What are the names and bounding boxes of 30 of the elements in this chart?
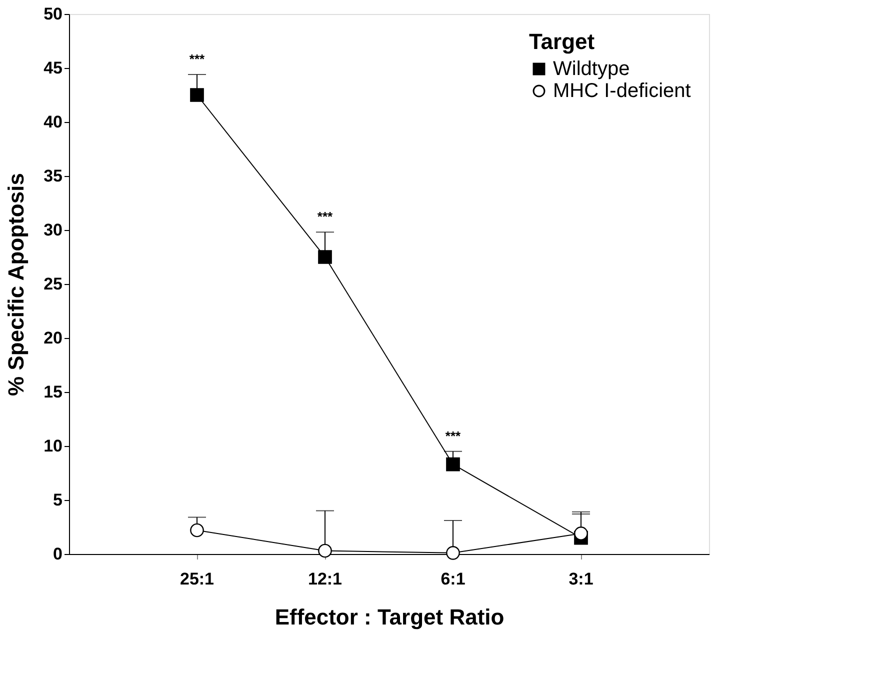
y-tick-label: 0 bbox=[53, 544, 62, 564]
x-axis-title: Effector : Target Ratio bbox=[274, 604, 504, 630]
legend-title: Target bbox=[529, 29, 596, 54]
y-axis-title: % Specific Apoptosis bbox=[4, 173, 29, 396]
y-tick-label: 25 bbox=[44, 274, 62, 294]
point bbox=[446, 546, 460, 560]
x-tick-label: 25:1 bbox=[180, 570, 214, 588]
annotation: *** bbox=[317, 209, 334, 224]
point bbox=[446, 457, 460, 472]
point bbox=[190, 523, 204, 538]
point bbox=[190, 88, 204, 102]
annotation: *** bbox=[445, 428, 462, 444]
x-tick-label: 12:1 bbox=[308, 570, 342, 588]
y-tick-label: 45 bbox=[44, 58, 62, 78]
y-tick-label: 40 bbox=[44, 112, 62, 132]
legend-label: Wildtype bbox=[553, 58, 630, 80]
point bbox=[318, 544, 332, 558]
point bbox=[574, 526, 588, 540]
legend-label: MHC I-deficient bbox=[553, 80, 692, 102]
y-tick-label: 35 bbox=[44, 166, 62, 186]
y-tick-label: 10 bbox=[44, 436, 62, 456]
point bbox=[318, 250, 332, 264]
annotation: *** bbox=[189, 51, 206, 66]
y-tick-label: 30 bbox=[44, 220, 62, 240]
x-tick-label: 3:1 bbox=[568, 570, 594, 588]
x-tick-label: 6:1 bbox=[440, 570, 466, 588]
y-tick-label: 15 bbox=[44, 382, 62, 402]
y-tick-label: 20 bbox=[44, 328, 62, 348]
y-tick-label: 5 bbox=[53, 490, 62, 510]
y-tick-label: 50 bbox=[44, 4, 62, 24]
